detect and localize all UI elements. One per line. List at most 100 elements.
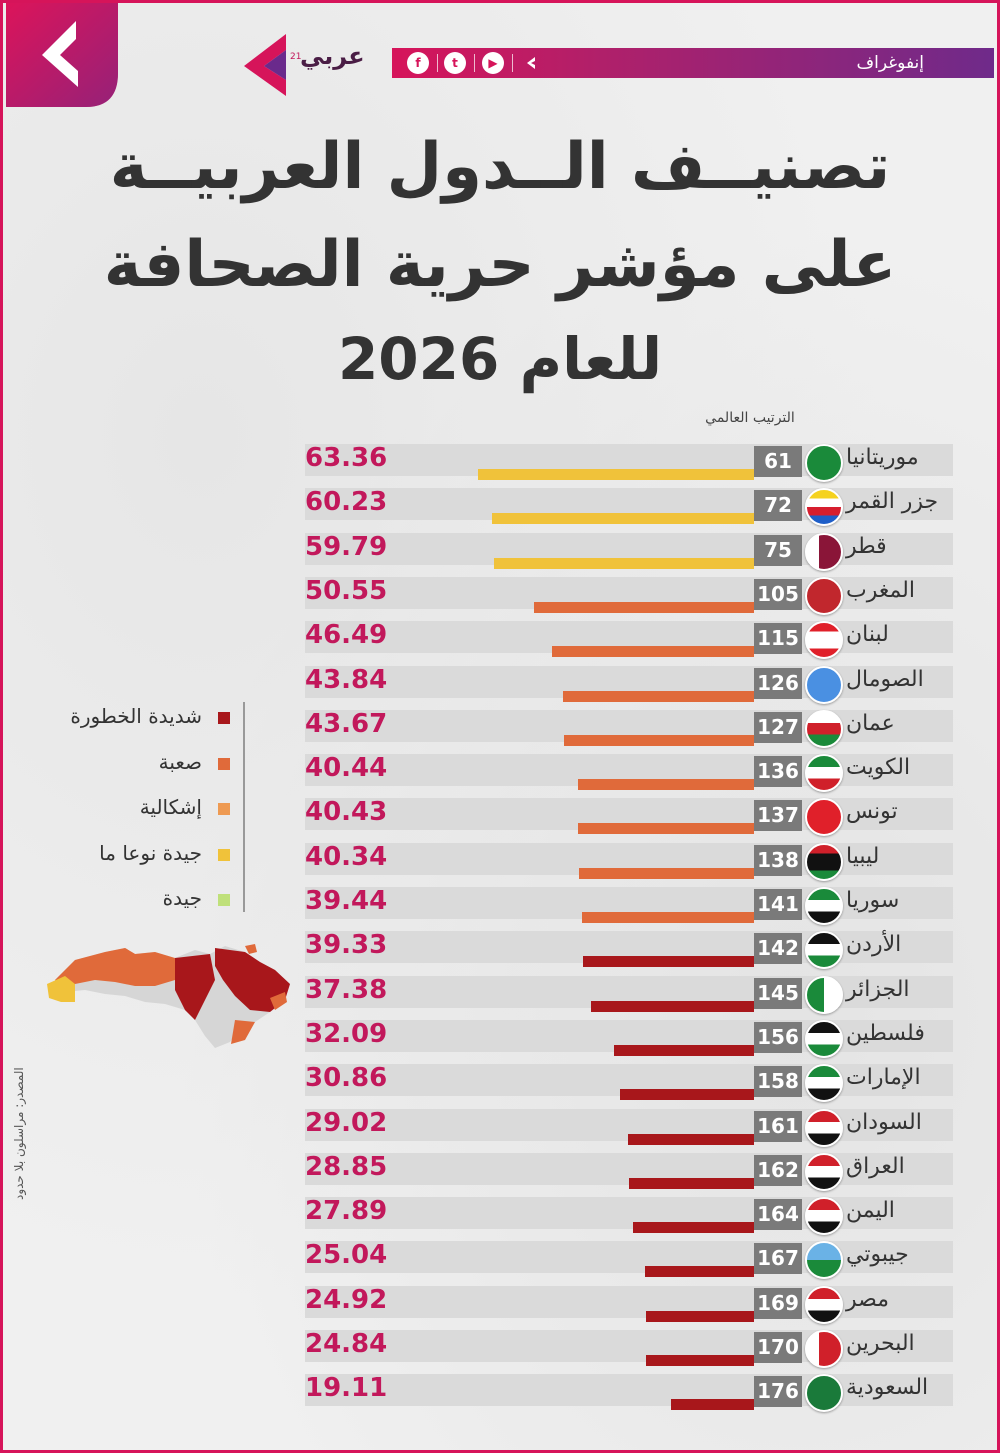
score-label: 43.67	[305, 708, 388, 739]
score-label: 39.33	[305, 930, 388, 961]
score-bar	[614, 1044, 754, 1056]
legend-item: إشكالية	[40, 795, 230, 825]
youtube-icon[interactable]: ▶	[482, 52, 504, 74]
legend-item: جيدة	[40, 886, 230, 916]
country-label: موريتانيا	[846, 445, 919, 470]
legend-label: جيدة نوعا ما	[99, 840, 202, 865]
legend-swatch	[218, 757, 230, 770]
score-bar	[591, 1000, 754, 1012]
country-label: السعودية	[846, 1375, 929, 1401]
rank-label: 161	[754, 1110, 802, 1142]
score-label: 60.23	[305, 487, 388, 518]
flag-icon	[805, 576, 843, 615]
legend-divider	[243, 702, 245, 912]
brand-logo	[244, 34, 286, 96]
country-label: قطر	[846, 533, 887, 559]
flag-icon	[805, 444, 843, 482]
score-bar	[551, 646, 754, 658]
score-bar	[628, 1177, 754, 1189]
divider	[474, 54, 475, 72]
divider	[512, 54, 513, 72]
chart-row: 127 عمان 43.67	[0, 707, 1000, 751]
score-label: 19.11	[305, 1373, 388, 1404]
flag-icon	[805, 931, 843, 970]
rank-label: 167	[754, 1243, 802, 1275]
score-bar	[493, 557, 754, 569]
score-label: 63.36	[305, 443, 388, 473]
chart-row: 72 جزر القمر 60.23	[0, 485, 1000, 529]
chart-row: 115 لبنان 46.49	[0, 618, 1000, 662]
facebook-icon[interactable]: f	[407, 52, 429, 74]
flag-icon	[805, 798, 843, 837]
country-label: المغرب	[846, 577, 915, 603]
rank-label: 141	[754, 889, 802, 920]
chart-row: 61 موريتانيا 63.36	[0, 441, 1000, 485]
country-label: الكويت	[846, 755, 911, 781]
rank-label: 137	[754, 800, 802, 832]
title-line-2: على مؤشر حرية الصحافة	[103, 228, 897, 302]
legend-swatch	[218, 848, 230, 861]
legend-swatch	[218, 894, 230, 906]
flag-icon	[805, 754, 843, 793]
chart-row: 176 السعودية 19.11	[0, 1371, 1000, 1415]
section-label: إنفوغراف	[856, 53, 924, 73]
legend-item: صعبة	[40, 750, 230, 780]
score-label: 32.09	[305, 1018, 388, 1049]
legend-label: جيدة	[162, 886, 202, 910]
score-bar	[645, 1266, 754, 1278]
score-label: 28.85	[305, 1151, 388, 1182]
score-bar	[478, 469, 754, 480]
rank-label: 136	[754, 756, 802, 788]
legend-swatch	[218, 712, 230, 724]
country-label: البحرين	[846, 1331, 915, 1356]
rank-label: 138	[754, 844, 802, 876]
score-label: 59.79	[305, 531, 388, 562]
score-label: 40.44	[305, 753, 388, 784]
rank-label: 156	[754, 1021, 802, 1053]
chart-row: 169 مصر 24.92	[0, 1283, 1000, 1327]
chart-row: 141 سوريا 39.44	[0, 884, 1000, 928]
country-label: مصر	[846, 1286, 890, 1312]
flag-icon	[805, 488, 843, 527]
rank-label: 145	[754, 977, 802, 1009]
corner-logo	[6, 3, 118, 107]
rank-label: 61	[754, 446, 802, 477]
chart-row: 161 السودان 29.02	[0, 1106, 1000, 1150]
twitter-icon[interactable]: t	[444, 52, 466, 74]
score-bar	[619, 1089, 754, 1101]
row-background	[305, 1241, 953, 1274]
flag-icon	[805, 532, 843, 571]
header-bar: f t ▶ إنفوغراف	[392, 48, 994, 78]
chart-row: 145 الجزائر 37.38	[0, 973, 1000, 1017]
country-label: عمان	[846, 710, 895, 736]
flag-icon	[805, 665, 843, 704]
score-bar	[582, 912, 754, 923]
score-label: 24.84	[305, 1329, 388, 1359]
score-label: 37.38	[305, 974, 388, 1005]
flag-icon	[805, 1108, 843, 1147]
rank-label: 169	[754, 1287, 802, 1319]
chart-row: 142 الأردن 39.33	[0, 928, 1000, 972]
score-label: 43.84	[305, 664, 388, 695]
flag-icon	[805, 709, 843, 748]
rank-label: 176	[754, 1376, 802, 1408]
arabi21-icon[interactable]	[524, 55, 540, 71]
score-bar	[564, 734, 754, 746]
brand-name: عربي	[300, 42, 365, 70]
chart-row: 75 قطر 59.79	[0, 530, 1000, 574]
chart-row: 158 الإمارات 30.86	[0, 1061, 1000, 1105]
row-background	[305, 1197, 953, 1230]
flag-icon	[805, 842, 843, 881]
flag-icon	[805, 1241, 843, 1280]
country-label: العراق	[846, 1153, 905, 1179]
title-line-1: تصنيــف الــدول العربيــة	[109, 130, 891, 204]
country-label: الصومال	[846, 666, 924, 692]
chart-row: 105 المغرب 50.55	[0, 574, 1000, 618]
legend-item: شديدة الخطورة	[40, 704, 230, 734]
score-bar	[645, 1355, 754, 1366]
score-bar	[578, 779, 754, 791]
row-background	[305, 1330, 953, 1362]
flag-icon	[805, 975, 843, 1014]
chart-row: 167 جيبوتي 25.04	[0, 1238, 1000, 1282]
score-bar	[627, 1133, 754, 1145]
